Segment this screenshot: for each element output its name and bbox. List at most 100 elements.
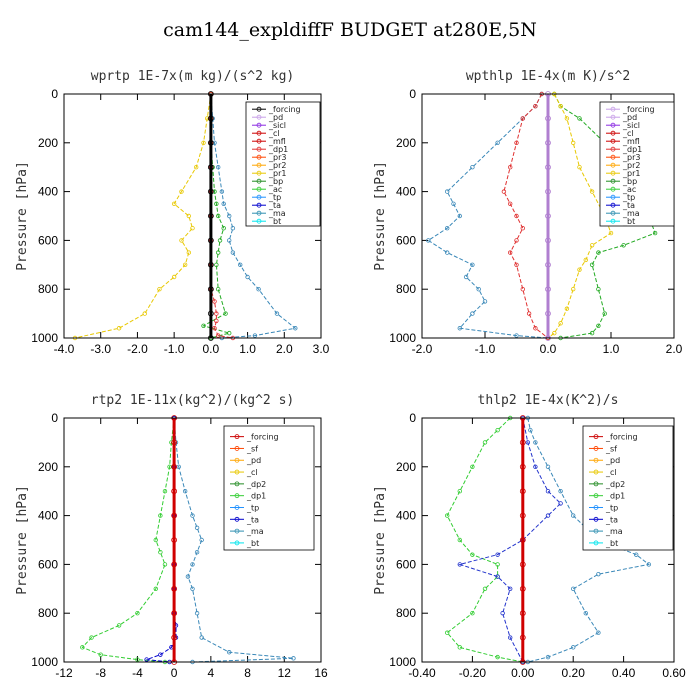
series-line-ac — [553, 93, 656, 339]
x-tick-label: -1.0 — [164, 342, 185, 356]
data-point — [589, 189, 595, 194]
legend-marker — [256, 122, 262, 128]
data-point — [135, 611, 140, 616]
y-tick-label: 400 — [38, 509, 58, 523]
legend-label: _cl — [622, 129, 634, 138]
y-tick-label: 1000 — [31, 331, 58, 345]
data-point — [558, 103, 563, 109]
data-point — [457, 213, 462, 219]
legend-label: _bt — [605, 539, 618, 548]
data-point — [207, 115, 214, 122]
y-axis-label: Pressure [hPa] — [373, 485, 388, 595]
legend-marker — [256, 138, 262, 144]
data-point — [519, 610, 526, 617]
data-point — [501, 189, 507, 194]
legend-marker — [610, 202, 616, 208]
legend-label: _pd — [246, 456, 261, 465]
legend-marker — [610, 122, 616, 128]
x-tick-label: 0.00 — [511, 666, 535, 680]
series-line-dp1 — [446, 417, 523, 663]
legend-marker — [234, 481, 240, 487]
data-point — [470, 611, 475, 616]
legend-label: _dp1 — [605, 492, 625, 501]
plot-frame — [63, 417, 322, 663]
data-point — [217, 238, 223, 243]
legend-marker — [593, 505, 599, 510]
data-point — [230, 250, 236, 255]
legend-marker — [256, 154, 262, 160]
panel-2: wpthlp 1E-4x(m K)/s^2 Pressure [hPa] -2.0 -… — [373, 69, 683, 356]
data-point — [190, 225, 195, 231]
y-tick-label: 800 — [396, 606, 416, 620]
data-point — [171, 610, 178, 617]
data-point — [514, 238, 519, 243]
data-point — [545, 489, 551, 494]
data-point — [214, 262, 219, 267]
y-tick-label: 200 — [38, 460, 58, 474]
legend-marker — [593, 469, 599, 475]
legend-label: _ma — [622, 209, 640, 218]
x-tick-label: 0.0 — [540, 342, 557, 356]
data-point — [621, 243, 626, 248]
data-point — [245, 274, 250, 280]
series-line-pr1 — [547, 93, 612, 339]
legend-marker — [256, 170, 262, 176]
data-point — [116, 326, 122, 331]
data-point — [558, 501, 563, 506]
data-point — [519, 463, 526, 470]
series-line-tp — [527, 417, 650, 663]
data-point — [495, 654, 500, 660]
legend-label: _forcing — [246, 433, 279, 442]
legend-marker — [610, 154, 616, 160]
x-tick-label: -12 — [55, 666, 73, 680]
legend-marker — [256, 178, 262, 184]
legend-marker — [234, 505, 240, 510]
data-point — [116, 623, 122, 628]
data-point — [171, 201, 177, 206]
legend-marker — [610, 130, 616, 136]
y-tick-label: 1000 — [389, 655, 416, 669]
data-point — [445, 250, 450, 255]
legend-marker — [256, 106, 262, 112]
data-point — [457, 489, 462, 494]
legend-label: _mfl — [622, 137, 640, 146]
legend-label: _ta — [268, 201, 281, 210]
legend-box — [582, 425, 674, 551]
data-point — [577, 164, 582, 170]
data-point — [227, 238, 232, 243]
legend-marker — [234, 434, 240, 440]
data-point — [519, 439, 526, 446]
data-point — [519, 634, 526, 641]
legend-marker — [610, 170, 616, 176]
legend-label: _ta — [246, 515, 259, 524]
data-point — [171, 439, 178, 446]
legend: _forcing _sf _pd _cl _dp2 _dp1 _tp _ta _ma _bt — [582, 425, 674, 551]
data-point — [135, 657, 140, 662]
legend-label: _bp — [268, 177, 283, 186]
data-point — [221, 225, 226, 231]
legend-label: _ta — [622, 201, 635, 210]
data-point — [457, 562, 462, 567]
y-tick-label: 400 — [396, 509, 416, 523]
legend-marker — [234, 446, 240, 451]
data-point — [158, 652, 163, 657]
data-point — [533, 440, 538, 445]
legend-label: _bt — [622, 217, 635, 226]
data-point — [495, 140, 500, 145]
data-point — [214, 201, 219, 206]
legend-marker — [593, 540, 599, 546]
legend-marker — [593, 481, 599, 487]
legend-label: _mfl — [268, 137, 286, 146]
legend-label: _pr3 — [268, 153, 286, 162]
y-tick-label: 0 — [51, 411, 58, 425]
data-point — [545, 213, 551, 219]
data-point — [577, 116, 582, 121]
data-point — [221, 201, 226, 206]
legend-marker — [610, 210, 616, 216]
x-tick-label: 0.40 — [612, 666, 636, 680]
data-point — [577, 267, 582, 272]
data-point — [445, 189, 450, 194]
data-point — [207, 310, 214, 317]
data-point — [583, 611, 588, 616]
